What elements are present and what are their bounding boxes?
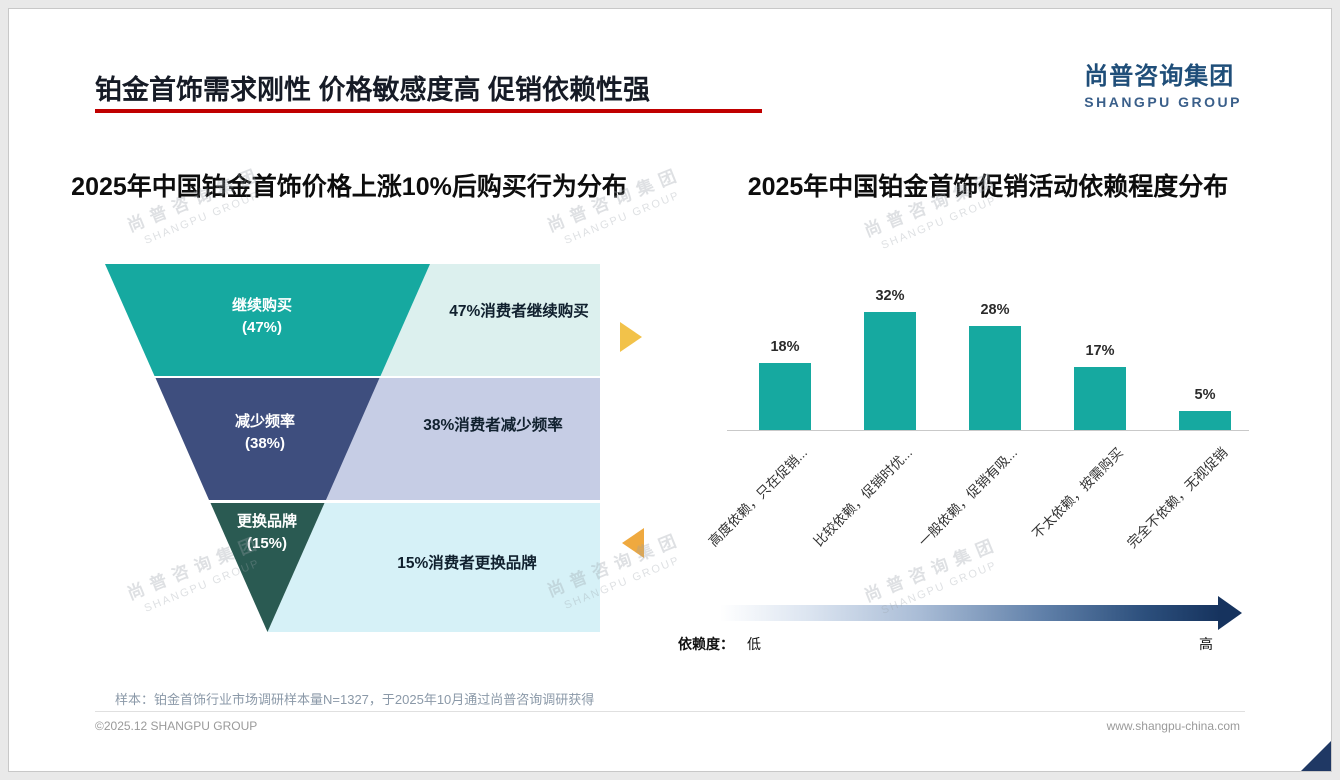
bar bbox=[969, 326, 1021, 430]
sample-note: 样本：铂金首饰行业市场调研样本量N=1327，于2025年10月通过尚普咨询调研… bbox=[115, 692, 595, 707]
funnel-pct-1: (47%) bbox=[242, 319, 282, 336]
bar-chart-title: 2025年中国铂金首饰促销活动依赖程度分布 bbox=[747, 173, 1229, 201]
footer-copyright: ©2025.12 SHANGPU GROUP bbox=[95, 719, 258, 733]
flow-arrow-left-shape bbox=[622, 528, 644, 558]
bar-value-label: 18% bbox=[770, 339, 800, 355]
dependency-gradient-bar bbox=[720, 605, 1220, 621]
logo-cn-text: 尚普咨询集团 bbox=[1084, 63, 1235, 90]
funnel-label-1: 继续购买 bbox=[232, 296, 292, 314]
funnel-note-text-3: 15%消费者更换品牌 bbox=[397, 553, 537, 572]
funnel-svg: 继续购买 (47%) 减少频率 (38%) 更换品牌 (15%) 47%消费者继… bbox=[105, 264, 600, 632]
funnel-note-box-1 bbox=[380, 264, 600, 376]
title-underline bbox=[95, 109, 762, 113]
bar bbox=[1074, 367, 1126, 430]
watermark: 尚普咨询集团 SHANGPU GROUP bbox=[124, 532, 266, 615]
dependency-arrowhead-icon bbox=[1218, 596, 1242, 630]
funnel-note-box-3 bbox=[267, 503, 600, 632]
funnel-chart-title: 2025年中国铂金首饰价格上涨10%后购买行为分布 bbox=[71, 173, 627, 201]
dependency-low-label: 低 bbox=[747, 636, 761, 652]
flow-arrow-left-icon bbox=[622, 528, 644, 558]
funnel-segment-3 bbox=[210, 503, 325, 632]
x-axis-line bbox=[727, 430, 1249, 431]
watermark: 尚普咨询集团 SHANGPU GROUP bbox=[124, 164, 266, 247]
funnel-note-box-2 bbox=[326, 378, 600, 500]
bar bbox=[864, 312, 916, 430]
corner-decoration-shape bbox=[1301, 741, 1331, 771]
footer-divider bbox=[95, 711, 1245, 712]
logo-en-text: SHANGPU GROUP bbox=[1084, 94, 1242, 110]
watermark: 尚普咨询集团 SHANGPU GROUP bbox=[861, 169, 1003, 252]
bar bbox=[1179, 411, 1231, 430]
corner-decoration-icon bbox=[1301, 741, 1331, 771]
bar-value-label: 17% bbox=[1085, 343, 1115, 359]
funnel-note-text-1: 47%消费者继续购买 bbox=[449, 301, 589, 320]
flow-arrow-right-shape bbox=[620, 322, 642, 352]
funnel-pct-3: (15%) bbox=[247, 535, 287, 552]
page-title: 铂金首饰需求刚性 价格敏感度高 促销依赖性强 bbox=[95, 75, 651, 105]
bar-value-label: 32% bbox=[875, 288, 905, 304]
bar bbox=[759, 363, 811, 430]
funnel-chart: 继续购买 (47%) 减少频率 (38%) 更换品牌 (15%) 47%消费者继… bbox=[95, 258, 605, 638]
funnel-pct-2: (38%) bbox=[245, 435, 285, 452]
footer-website: www.shangpu-china.com bbox=[1106, 719, 1240, 733]
company-logo: 尚普咨询集团 SHANGPU GROUP bbox=[1084, 56, 1242, 110]
funnel-note-text-2: 38%消费者减少频率 bbox=[423, 415, 563, 434]
watermark: 尚普咨询集团 SHANGPU GROUP bbox=[544, 164, 686, 247]
funnel-segment-1 bbox=[105, 264, 430, 376]
funnel-segment-2 bbox=[155, 378, 380, 500]
dependency-axis-label: 依赖度： bbox=[678, 636, 734, 652]
watermark: 尚普咨询集团 SHANGPU GROUP bbox=[544, 529, 686, 612]
flow-arrow-right-icon bbox=[620, 322, 642, 352]
watermark: 尚普咨询集团 SHANGPU GROUP bbox=[861, 534, 1003, 617]
bar-chart-plot: 18% 高度依赖，只在促销... 32% 比较依赖，促销时优... 28% 一般依赖，促销… bbox=[706, 278, 1260, 628]
funnel-label-3: 更换品牌 bbox=[237, 512, 297, 530]
dependency-arrowhead-shape bbox=[1218, 596, 1242, 630]
dependency-high-label: 高 bbox=[1199, 636, 1213, 652]
bar-value-label: 28% bbox=[980, 302, 1010, 318]
bar-value-label: 5% bbox=[1194, 387, 1216, 403]
funnel-label-2: 减少频率 bbox=[235, 412, 295, 430]
